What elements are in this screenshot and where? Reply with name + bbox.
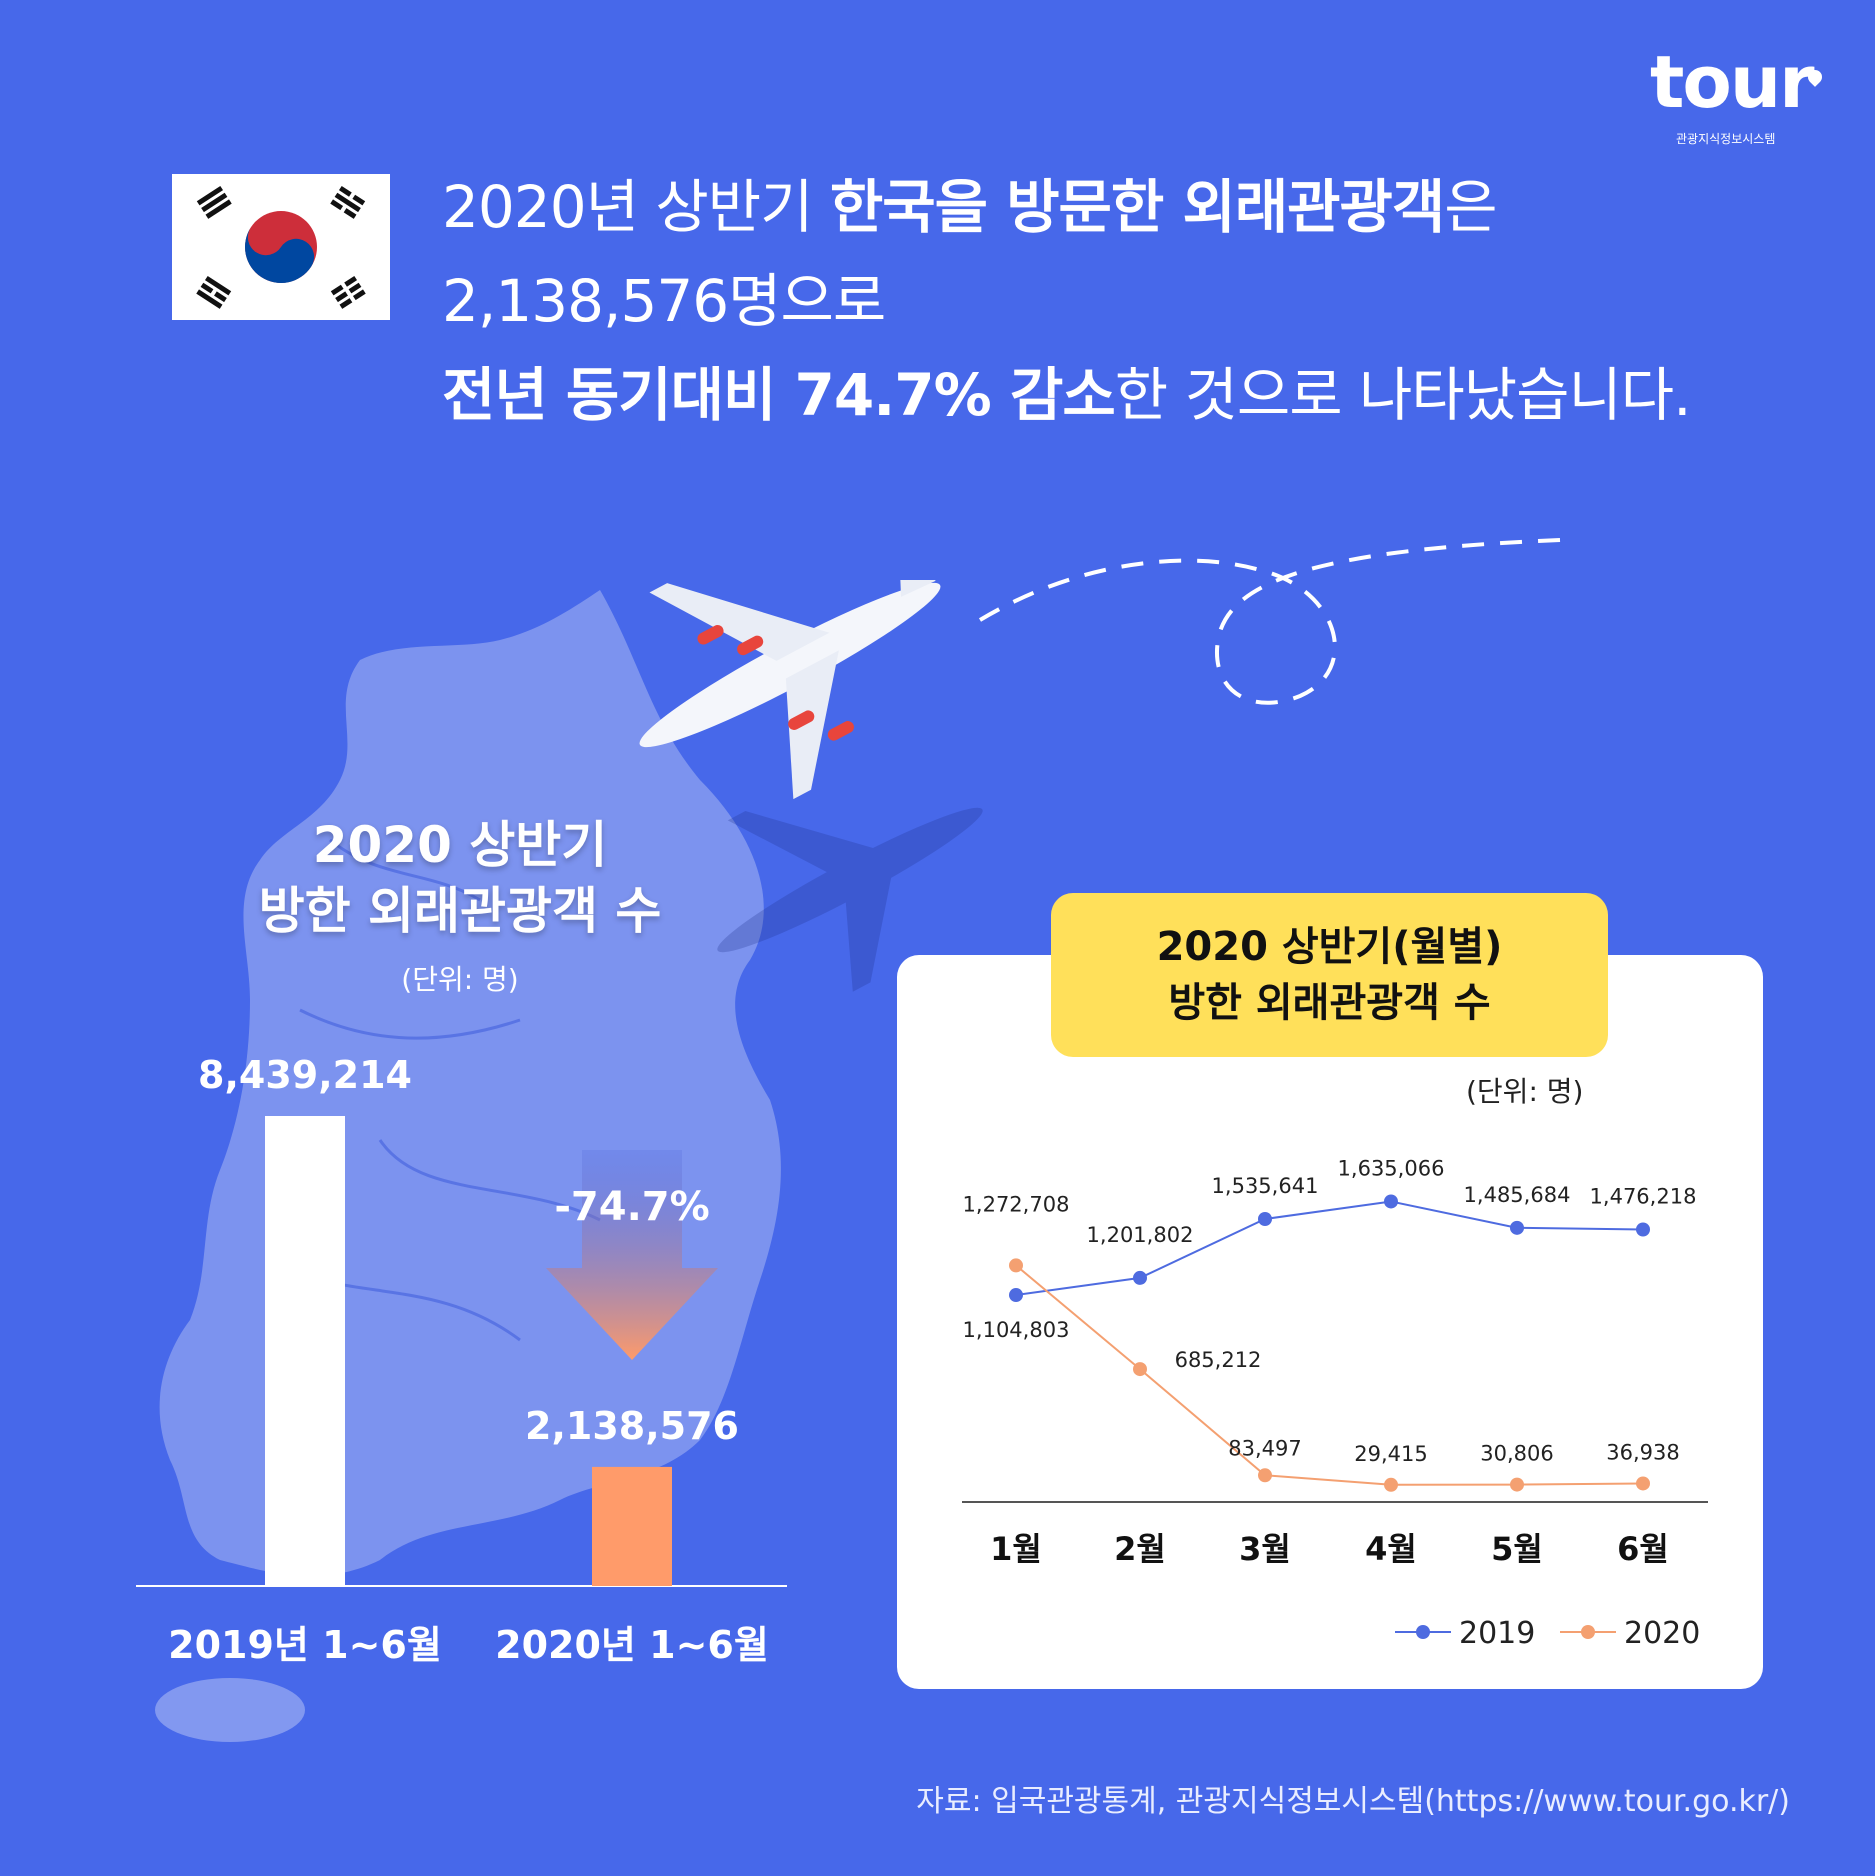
logo-wordmark: tour [1650, 40, 1815, 124]
data-point-2020 [1009, 1258, 1023, 1273]
headline-line-1: 2020년 상반기 한국을 방문한 외래관광객은 [442, 160, 1742, 254]
data-point-2019 [1636, 1222, 1650, 1237]
left-chart-title-line-2: 방한 외래관광객 수 [258, 882, 662, 940]
category-label: 2020년 1~6월 [495, 1623, 769, 1667]
headline-text: 한 것으로 나타났습니다. [1114, 361, 1692, 429]
headline-line-2: 2,138,576명으로 [442, 267, 886, 335]
change-percent-label: -74.7% [554, 1184, 709, 1230]
headline-emphasis: 한국을 방문한 외래관광객 [829, 173, 1445, 241]
series-line-2020 [1015, 1264, 1644, 1486]
down-arrow-icon [546, 1150, 718, 1360]
legend-label: 2020 [1624, 1616, 1700, 1651]
month-label: 4월 [1365, 1530, 1417, 1568]
data-label-2020: 1,272,708 [963, 1192, 1070, 1216]
monthly-chart-title-line-1: 2020 상반기(월별) [1156, 924, 1503, 970]
data-point-2019 [1133, 1270, 1147, 1285]
data-label-2019: 1,635,066 [1338, 1156, 1445, 1180]
data-label-2020: 36,938 [1606, 1440, 1679, 1464]
data-label-2020: 685,212 [1175, 1348, 1262, 1372]
left-chart-unit: (단위: 명) [401, 963, 519, 996]
headline: 2020년 상반기 한국을 방문한 외래관광객은 2,138,576명으로 전년… [442, 160, 1742, 442]
bar [592, 1466, 672, 1586]
tourgo-logo: tour 관광지식정보시스템 [1640, 40, 1840, 150]
data-point-2020 [1636, 1476, 1650, 1491]
data-point-2020 [1133, 1362, 1147, 1377]
data-point-2019 [1009, 1288, 1023, 1303]
data-label-2019: 1,104,803 [963, 1318, 1070, 1342]
data-point-2020 [1384, 1477, 1398, 1492]
data-point-2019 [1384, 1194, 1398, 1209]
logo-subtitle: 관광지식정보시스템 [1676, 132, 1776, 146]
monthly-chart-unit: (단위: 명) [1466, 1075, 1584, 1108]
data-point-2019 [1510, 1220, 1524, 1235]
airplane-shadow [717, 807, 983, 992]
data-label-2019: 1,485,684 [1464, 1183, 1571, 1207]
bar-value-label: 2,138,576 [525, 1404, 739, 1448]
data-point-2019 [1258, 1212, 1272, 1227]
bar-value-label: 8,439,214 [198, 1053, 412, 1097]
data-label-2019: 1,201,802 [1087, 1223, 1194, 1247]
data-label-2019: 1,535,641 [1212, 1174, 1319, 1198]
monthly-chart-card [897, 955, 1763, 1689]
legend-marker [1416, 1625, 1430, 1639]
legend-marker [1581, 1625, 1595, 1639]
headline-line-3: 전년 동기대비 74.7% 감소한 것으로 나타났습니다. [442, 348, 1742, 442]
series-line-2019 [1015, 1200, 1644, 1297]
category-label: 2019년 1~6월 [168, 1623, 442, 1667]
data-label-2020: 83,497 [1228, 1436, 1301, 1460]
korean-flag-icon [172, 174, 390, 320]
left-chart-title-line-1: 2020 상반기 [312, 816, 608, 874]
data-label-2020: 29,415 [1354, 1442, 1427, 1466]
month-label: 3월 [1239, 1530, 1291, 1568]
headline-text: 2020년 상반기 [442, 173, 830, 241]
month-label: 5월 [1491, 1530, 1543, 1568]
airplane-icon [639, 580, 941, 800]
data-point-2020 [1510, 1477, 1524, 1492]
month-label: 2월 [1114, 1530, 1166, 1568]
headline-emphasis: 전년 동기대비 74.7% 감소 [442, 361, 1116, 429]
data-point-2020 [1258, 1468, 1272, 1483]
headline-text: 은 [1444, 173, 1497, 241]
monthly-chart-title: 2020 상반기(월별) 방한 외래관광객 수 [1051, 893, 1608, 1057]
month-label: 1월 [990, 1530, 1042, 1568]
source-note: 자료: 입국관광통계, 관광지식정보시스템(https://www.tour.g… [916, 1784, 1790, 1819]
data-label-2019: 1,476,218 [1590, 1184, 1697, 1208]
legend-label: 2019 [1459, 1616, 1535, 1651]
month-label: 6월 [1617, 1530, 1669, 1568]
left-chart-title: 2020 상반기 방한 외래관광객 수 [140, 812, 780, 944]
monthly-chart-title-line-2: 방한 외래관광객 수 [1168, 980, 1491, 1026]
bar [265, 1116, 345, 1586]
flight-path-decoration [978, 538, 1561, 705]
data-label-2020: 30,806 [1480, 1442, 1553, 1466]
